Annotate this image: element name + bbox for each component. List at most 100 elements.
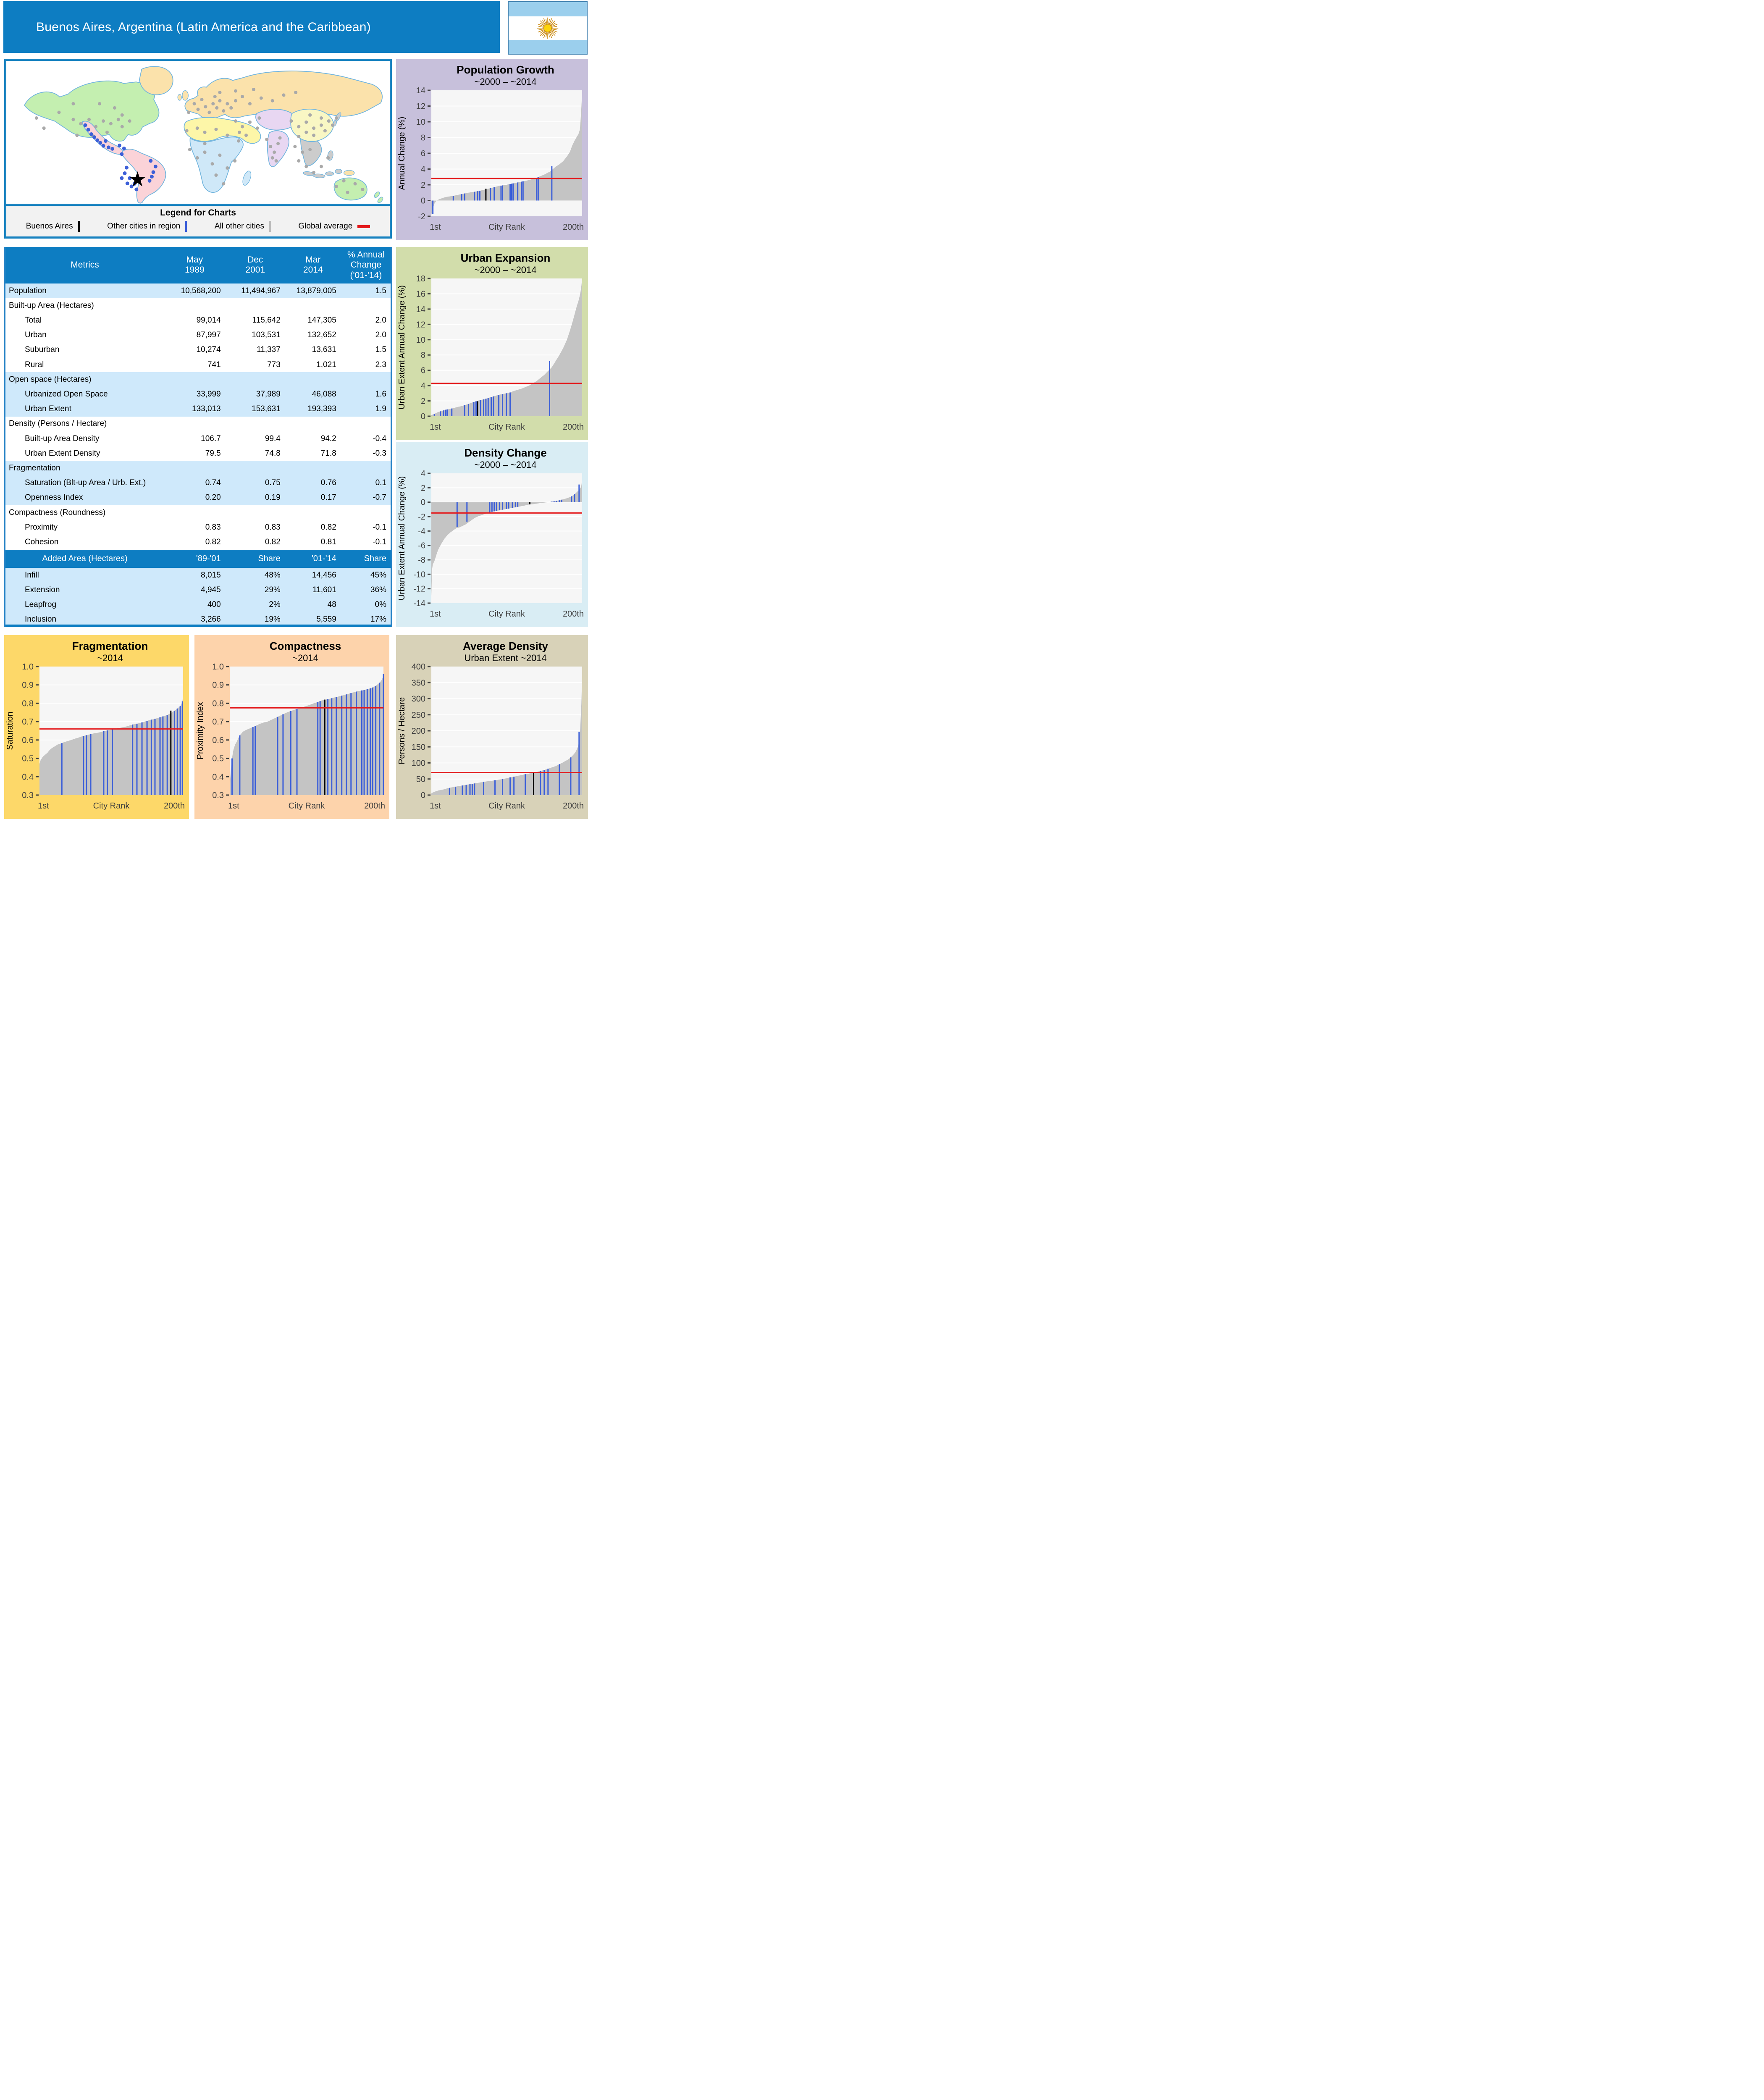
x-axis-label: City Rank [488,423,525,432]
city-dot [222,182,226,186]
chart-title: Population Growth [457,63,554,76]
empty-cell [163,461,225,475]
y-tick-label: 0.3 [22,791,34,800]
city-dot [234,99,237,102]
row-label: Urban Extent Density [25,449,100,458]
empty-cell [285,461,341,475]
region-city-dot [151,170,155,174]
city-dot [187,110,191,114]
all-cities-distribution [431,92,582,215]
sun-ray [551,29,558,32]
empty-cell [285,298,341,313]
region-city-dot [123,171,127,175]
x-tick-first: 1st [228,801,239,811]
flag-stripe-middle [509,16,587,40]
city-dot [248,120,252,124]
chart-subtitle: Urban Extent ~2014 [464,652,547,663]
sun-ray [539,30,544,34]
legend-item-global-average: Global average [298,222,370,231]
row-label: Cohesion [25,538,59,547]
sun-ray [551,22,556,26]
y-tick-label: 250 [412,711,425,720]
value-cell: 1,021 [316,360,336,369]
header-bar: Buenos Aires, Argentina (Latin America a… [3,1,500,53]
section-label: Built-up Area (Hectares) [9,301,94,310]
average-density-chart: 0 50 100 150 200 250 300 350 400 Persons / Hectar… [397,663,584,811]
value-cell: 0% [375,600,386,609]
value-cell: 11,601 [312,585,336,594]
x-axis-label: City Rank [488,609,525,619]
red-dash-icon [357,225,370,228]
x-tick-first: 1st [430,423,441,432]
chart-subtitle: ~2000 – ~2014 [474,264,537,275]
east-asia [290,108,334,142]
y-tick-label: -10 [413,570,425,579]
region-city-dot [125,181,129,186]
y-tick-label: 0.4 [22,772,34,782]
sun-ray [542,31,546,36]
empty-cell [341,298,391,313]
value-cell: 11,337 [257,345,281,354]
city-dot [120,113,124,117]
empty-cell [341,417,391,431]
city-dot [113,106,116,110]
x-tick-last: 200th [164,801,185,811]
sun-ray [551,30,556,34]
table-row: Added Area (Hectares) '89-'01 Share '01-'14… [5,549,391,568]
gray-bar-icon [269,221,271,232]
fragmentation-panel: Fragmentation ~2014 0.3 0.4 0.5 0.6 0.7 0.8 0.… [4,635,189,819]
city-dot [185,129,189,133]
value-cell: 13,879,005 [296,286,336,295]
empty-cell [225,461,285,475]
city-dot [203,130,207,134]
city-dot [218,153,222,157]
city-dot [226,102,229,106]
row-label: Suburban [25,345,60,354]
table-row: Saturation (Blt-up Area / Urb. Ext.) 0.74… [5,475,391,491]
row-label: Built-up Area Density [25,434,100,443]
table-row: Urbanized Open Space 33,999 37,989 46,088 1.… [5,387,391,402]
city-dot [215,106,219,110]
city-dot [233,159,237,163]
value-cell: 147,305 [307,315,336,325]
value-cell: 0.82 [320,522,336,532]
value-cell: 400 [207,600,221,609]
table-row: Urban Extent 133,013 153,631 193,393 1.9 [5,402,391,417]
empty-cell [341,372,391,387]
legend-label: Buenos Aires [26,222,73,231]
region-city-dot [86,128,90,132]
world-map-panel: Legend for Charts Buenos Aires Other cit… [4,59,392,239]
y-tick-label: -4 [418,527,425,536]
region-city-bars [433,361,550,416]
sun-ray [545,32,547,37]
region-city-bars [231,674,384,795]
value-cell: 0.76 [320,478,336,488]
value-cell: 4,945 [201,585,221,594]
value-cell: 5,559 [316,615,336,624]
x-tick-last: 200th [563,423,584,432]
city-dot [200,98,204,102]
city-dot [289,119,293,123]
y-tick-label: 0.5 [212,754,224,763]
y-tick-label: 300 [412,694,425,704]
north-america [24,80,160,142]
compactness-chart: 0.3 0.4 0.5 0.6 0.7 0.8 0.9 1.0 Proximity Index 1… [196,663,385,811]
city-dot [308,113,312,117]
region-city-dot [147,178,152,183]
value-cell: 1.6 [375,389,386,399]
row-label: Saturation (Blt-up Area / Urb. Ext.) [25,478,146,488]
city-dot [282,93,286,97]
table-row: Rural 741 773 1,021 2.3 [5,357,391,373]
row-label: Inclusion [25,615,56,624]
city-dot [304,120,308,124]
legend-title: Legend for Charts [160,208,236,218]
city-dot [334,116,338,120]
y-axis-label: Urban Extent Annual Change (%) [397,285,407,410]
value-cell: 0.75 [265,478,281,488]
chart-title: Compactness [269,640,341,652]
y-tick-label: -2 [418,512,425,522]
region-city-dot [89,132,93,136]
chart-subtitle: ~2014 [97,652,123,663]
sun-ray [543,18,546,24]
added-col-header-4: Share [364,554,386,563]
